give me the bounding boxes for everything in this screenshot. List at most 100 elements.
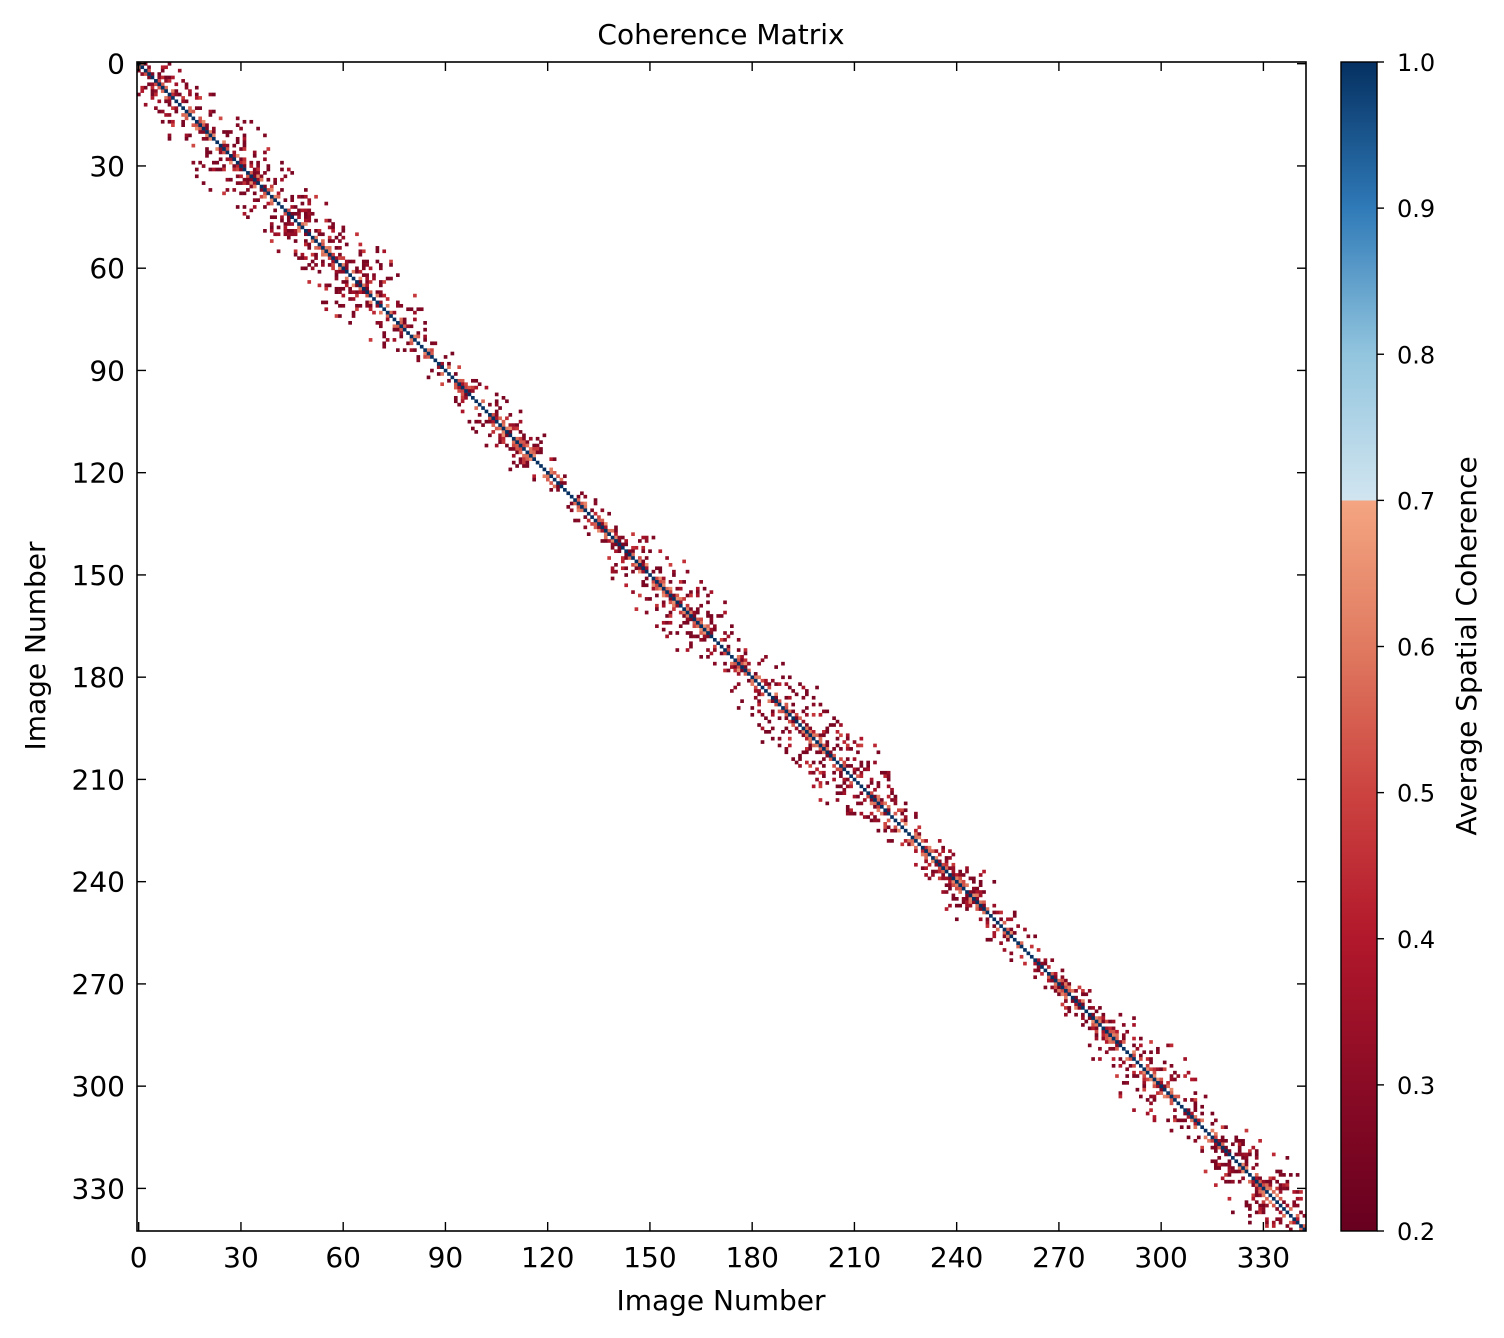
heatmap-cell [167, 79, 172, 83]
heatmap-cell [655, 607, 659, 611]
heatmap-cell [1258, 1210, 1262, 1215]
heatmap-cell [1132, 1036, 1136, 1041]
heatmap-cell [1091, 1019, 1095, 1024]
heatmap-cell [184, 99, 189, 104]
heatmap-cell [338, 246, 342, 250]
heatmap-cell [856, 767, 860, 772]
heatmap-cell [535, 450, 540, 455]
heatmap-cell [304, 242, 308, 247]
heatmap-cell [1064, 992, 1068, 997]
diagonal-cell [484, 409, 489, 414]
heatmap-cell [416, 331, 421, 335]
diagonal-cell [903, 828, 908, 833]
diagonal-cell [1285, 1210, 1290, 1215]
heatmap-cell [1142, 1050, 1147, 1055]
heatmap-cell [951, 883, 956, 888]
heatmap-cell [314, 263, 318, 267]
heatmap-cell [1139, 1070, 1143, 1075]
heatmap-cell [358, 249, 363, 254]
heatmap-cell [184, 133, 189, 138]
heatmap-cell [1156, 1046, 1160, 1051]
heatmap-cell [1152, 1115, 1157, 1119]
diagonal-cell [651, 576, 656, 581]
heatmap-cell [317, 246, 322, 250]
heatmap-cell [1213, 1183, 1218, 1187]
heatmap-cell [695, 634, 700, 639]
heatmap-cell [515, 423, 519, 427]
diagonal-cell [869, 794, 874, 799]
diagonal-cell [559, 484, 564, 489]
diagonal-cell [992, 917, 997, 922]
heatmap-cell [944, 890, 949, 894]
heatmap-cell [1145, 1111, 1150, 1116]
heatmap-cell [327, 249, 332, 254]
diagonal-cell [723, 648, 727, 652]
heatmap-cell [1213, 1118, 1218, 1123]
heatmap-cell [464, 385, 468, 390]
heatmap-cell [798, 682, 802, 686]
heatmap-cell [944, 866, 949, 870]
heatmap-cell [1278, 1220, 1283, 1225]
diagonal-cell [590, 515, 594, 519]
heatmap-cell [310, 266, 315, 271]
diagonal-cell [218, 143, 223, 148]
heatmap-cell [321, 263, 325, 267]
heatmap-cell [1118, 1040, 1123, 1044]
heatmap-cell [242, 157, 247, 162]
heatmap-cell [678, 586, 683, 591]
heatmap-cell [201, 119, 206, 124]
heatmap-cell [341, 235, 346, 240]
heatmap-cell [184, 136, 189, 141]
heatmap-cell [1121, 1081, 1126, 1085]
heatmap-cell [365, 293, 370, 298]
heatmap-cell [641, 559, 646, 564]
heatmap-cell [252, 191, 257, 196]
heatmap-cell [794, 692, 799, 697]
heatmap-cell [907, 839, 911, 843]
diagonal-cell [501, 426, 506, 431]
heatmap-cell [931, 869, 935, 874]
heatmap-cell [924, 859, 928, 864]
diagonal-cell [805, 730, 809, 734]
heatmap-cell [317, 229, 322, 233]
heatmap-cell [1288, 1207, 1293, 1211]
heatmap-cell [1043, 985, 1048, 990]
heatmap-cell [631, 590, 635, 594]
diagonal-cell [1224, 1149, 1228, 1153]
heatmap-cell [941, 876, 945, 881]
heatmap-cell [702, 586, 707, 591]
heatmap-cell [808, 747, 813, 751]
heatmap-cell [903, 815, 908, 819]
heatmap-cell [869, 818, 874, 823]
heatmap-cell [559, 481, 564, 485]
heatmap-cell [675, 597, 680, 601]
heatmap-cell [1064, 978, 1068, 983]
heatmap-cell [314, 194, 318, 199]
heatmap-cell [1087, 989, 1092, 993]
heatmap-cell [256, 171, 260, 175]
diagonal-cell [1108, 1033, 1112, 1037]
x-tick-label: 30 [223, 1241, 259, 1274]
heatmap-cell [375, 259, 380, 264]
heatmap-cell [685, 593, 690, 598]
heatmap-cell [1091, 1012, 1095, 1017]
heatmap-cell [695, 617, 700, 622]
heatmap-cell [1139, 1043, 1143, 1048]
heatmap-cell [321, 232, 325, 237]
heatmap-cell [1104, 1050, 1109, 1055]
heatmap-cell [1261, 1190, 1266, 1194]
diagonal-cell [695, 620, 700, 625]
heatmap-cell [845, 733, 850, 738]
heatmap-cell [310, 259, 315, 264]
heatmap-cell [712, 648, 717, 652]
heatmap-cell [658, 580, 663, 584]
heatmap-cell [1261, 1193, 1266, 1198]
heatmap-cell [1132, 1070, 1136, 1075]
heatmap-cell [545, 474, 550, 479]
heatmap-cell [808, 730, 813, 734]
heatmap-cell [1183, 1118, 1187, 1123]
heatmap-cell [331, 263, 335, 267]
heatmap-cell [1278, 1196, 1283, 1201]
heatmap-cell [842, 787, 847, 792]
heatmap-cell [1292, 1200, 1297, 1204]
